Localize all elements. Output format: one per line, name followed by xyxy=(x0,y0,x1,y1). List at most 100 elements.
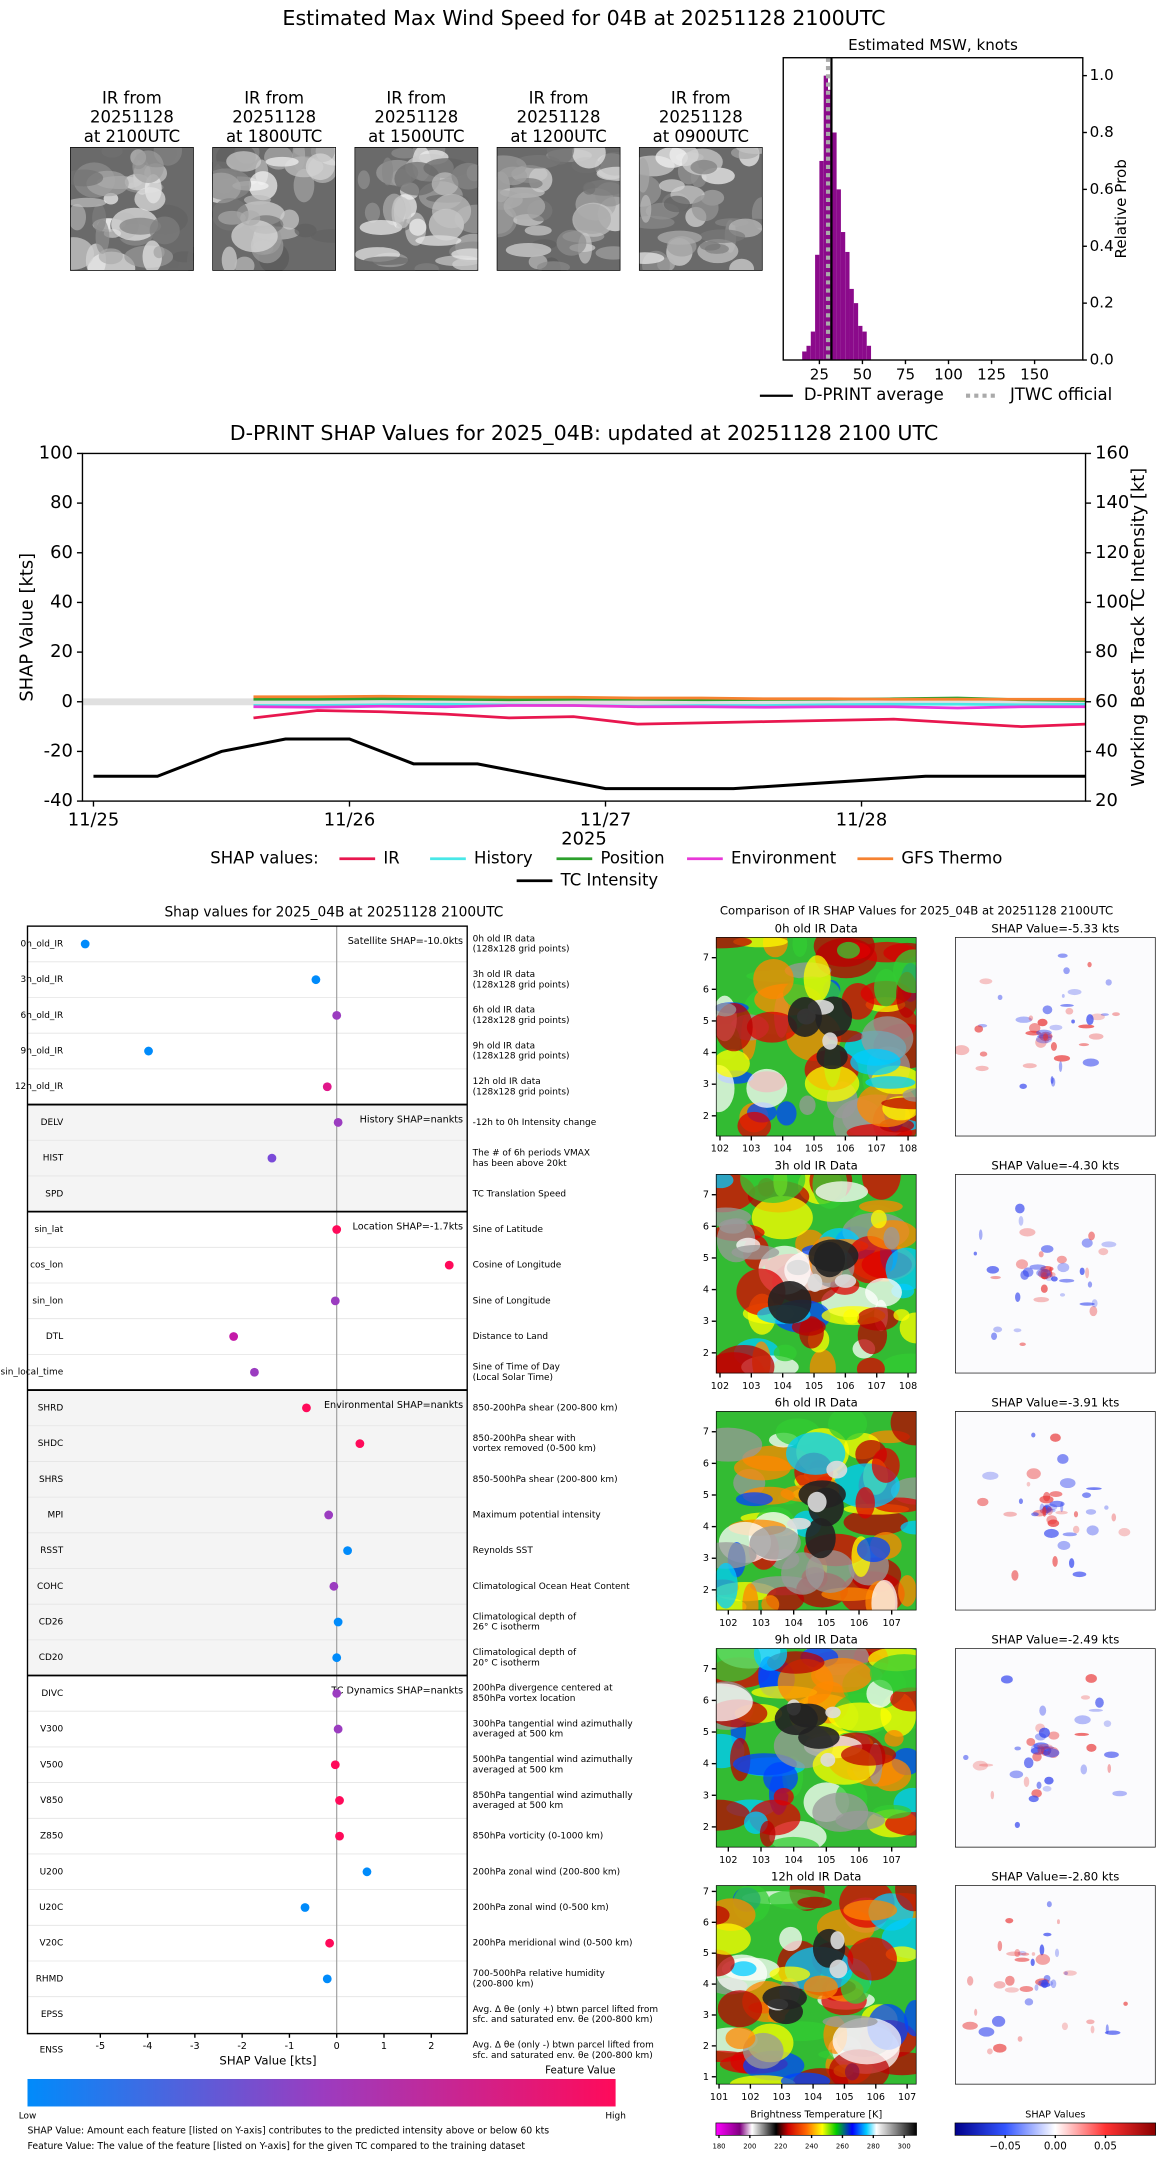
shap-dot xyxy=(362,1867,372,1877)
x-tick-label: 1 xyxy=(381,2041,387,2052)
cloud xyxy=(572,202,615,237)
shap-blob xyxy=(1059,1293,1066,1297)
shap-blob xyxy=(1065,1007,1074,1015)
cloud xyxy=(871,1448,900,1483)
cloud xyxy=(293,168,315,203)
colorbar-low: Low xyxy=(19,2112,37,2122)
shap-blob xyxy=(1055,1510,1068,1515)
comparison-title: Comparison of IR SHAP Values for 2025_04… xyxy=(720,904,1113,918)
shap-blob xyxy=(1014,1746,1021,1751)
cloud xyxy=(498,166,528,186)
feature-description: sfc. and saturated env. θe (200-800 km) xyxy=(473,2015,653,2025)
shap-blob xyxy=(1086,1525,1099,1536)
bar xyxy=(815,254,820,361)
shap-dot xyxy=(329,1581,339,1591)
feature-description: Reynolds SST xyxy=(473,1546,534,1556)
feature-label: RHMD xyxy=(36,1974,64,1984)
shap-dot xyxy=(330,1760,340,1770)
feature-label: Z850 xyxy=(40,1832,63,1842)
y-tick-label: 40 xyxy=(50,591,73,612)
colorbar xyxy=(27,2078,616,2107)
feature-description: Avg. Δ θe (only +) btwn parcel lifted fr… xyxy=(473,2005,658,2015)
shap-blob xyxy=(1089,1305,1098,1317)
cloud xyxy=(294,223,317,238)
cloud xyxy=(841,1743,897,1766)
cloud xyxy=(773,1787,794,1806)
cloud xyxy=(95,220,110,254)
shap-blob xyxy=(1098,1248,1109,1256)
cloud xyxy=(70,169,104,187)
shap-dot xyxy=(267,1153,277,1163)
cloud xyxy=(812,1792,869,1832)
cloud xyxy=(595,246,621,260)
shap-blob xyxy=(1067,988,1082,996)
cloud xyxy=(572,147,606,169)
feature-description: 500hPa tangential wind azimuthally xyxy=(473,1755,634,1765)
shap-blob xyxy=(1090,2025,1095,2034)
shap-blob xyxy=(1014,1949,1021,1958)
cloud xyxy=(212,168,252,201)
shap-blob xyxy=(1022,1063,1037,1069)
feature-description: 6h old IR data xyxy=(473,1006,535,1016)
shap-title: SHAP Value=-2.49 kts xyxy=(991,1632,1119,1646)
feature-description: sfc. and saturated env. θe (200-800 km) xyxy=(473,2051,653,2061)
bar xyxy=(832,132,837,361)
cloud xyxy=(872,1804,912,1819)
group-band xyxy=(27,1211,468,1391)
shap-blob xyxy=(1057,1540,1071,1550)
x-axis-label: SHAP Value [kts] xyxy=(219,2054,316,2068)
shap-blob xyxy=(1046,1506,1053,1516)
x-tick-label: 103 xyxy=(742,1144,760,1155)
shap-dot xyxy=(324,1510,334,1520)
cold-core xyxy=(816,1043,848,1070)
cloud xyxy=(895,1885,917,1912)
image-bg xyxy=(955,1885,1156,2085)
thumbnail-label: 20251128 xyxy=(374,108,458,127)
feature-label: V300 xyxy=(40,1725,63,1735)
cloud xyxy=(638,157,650,193)
x-tick-label: 102 xyxy=(711,1144,729,1155)
cloud xyxy=(451,248,479,260)
thumbnail-label: 20251128 xyxy=(232,108,316,127)
legend-label: Position xyxy=(600,848,664,867)
shap-dot xyxy=(332,1010,342,1020)
feature-description: vortex removed (0-500 km) xyxy=(473,1444,596,1454)
cloud xyxy=(759,1820,776,1847)
shap-blob xyxy=(1049,1500,1065,1508)
plot-frame xyxy=(782,57,1084,361)
x-tick-label: 50 xyxy=(853,366,872,384)
shap-blob xyxy=(1081,1238,1093,1248)
shap-blob xyxy=(1009,1770,1024,1779)
x-tick-label: 105 xyxy=(835,2092,853,2103)
y-axis-label: Relative Prob xyxy=(1112,159,1130,258)
shap-blob xyxy=(1043,1528,1059,1538)
group-label: Environmental SHAP=nankts xyxy=(324,1400,463,1411)
cloud xyxy=(70,237,95,270)
shap-blob xyxy=(1060,1501,1064,1513)
shap-blob xyxy=(1085,1509,1097,1515)
cloud xyxy=(167,259,180,269)
y-tick-label: -20 xyxy=(44,740,73,761)
shap-blob xyxy=(1036,1268,1051,1278)
feature-label: COHC xyxy=(37,1582,63,1592)
cloud xyxy=(767,1836,820,1848)
cloud xyxy=(850,1048,901,1076)
shap-blob xyxy=(1085,1267,1090,1279)
feature-description: Climatological depth of xyxy=(473,1612,577,1622)
cloud xyxy=(218,210,246,225)
cloud xyxy=(715,1174,734,1189)
feature-description: 200hPa divergence centered at xyxy=(473,1684,613,1694)
shap-dot xyxy=(332,1653,342,1663)
chart-title: D-PRINT SHAP Values for 2025_04B: update… xyxy=(230,421,939,446)
shap-blob xyxy=(962,2021,978,2030)
cloud xyxy=(870,1209,887,1229)
shap-blob xyxy=(1015,1292,1021,1302)
shap-blob xyxy=(1091,1299,1098,1308)
y-tick-label: -40 xyxy=(44,790,73,811)
shap-blob xyxy=(1042,1270,1048,1277)
x-tick-label: 11/26 xyxy=(324,809,375,830)
shap-blob xyxy=(1069,1558,1075,1569)
cloud xyxy=(596,166,621,181)
shap-blob xyxy=(1018,1498,1023,1505)
thumbnail-label: IR from xyxy=(244,88,304,107)
